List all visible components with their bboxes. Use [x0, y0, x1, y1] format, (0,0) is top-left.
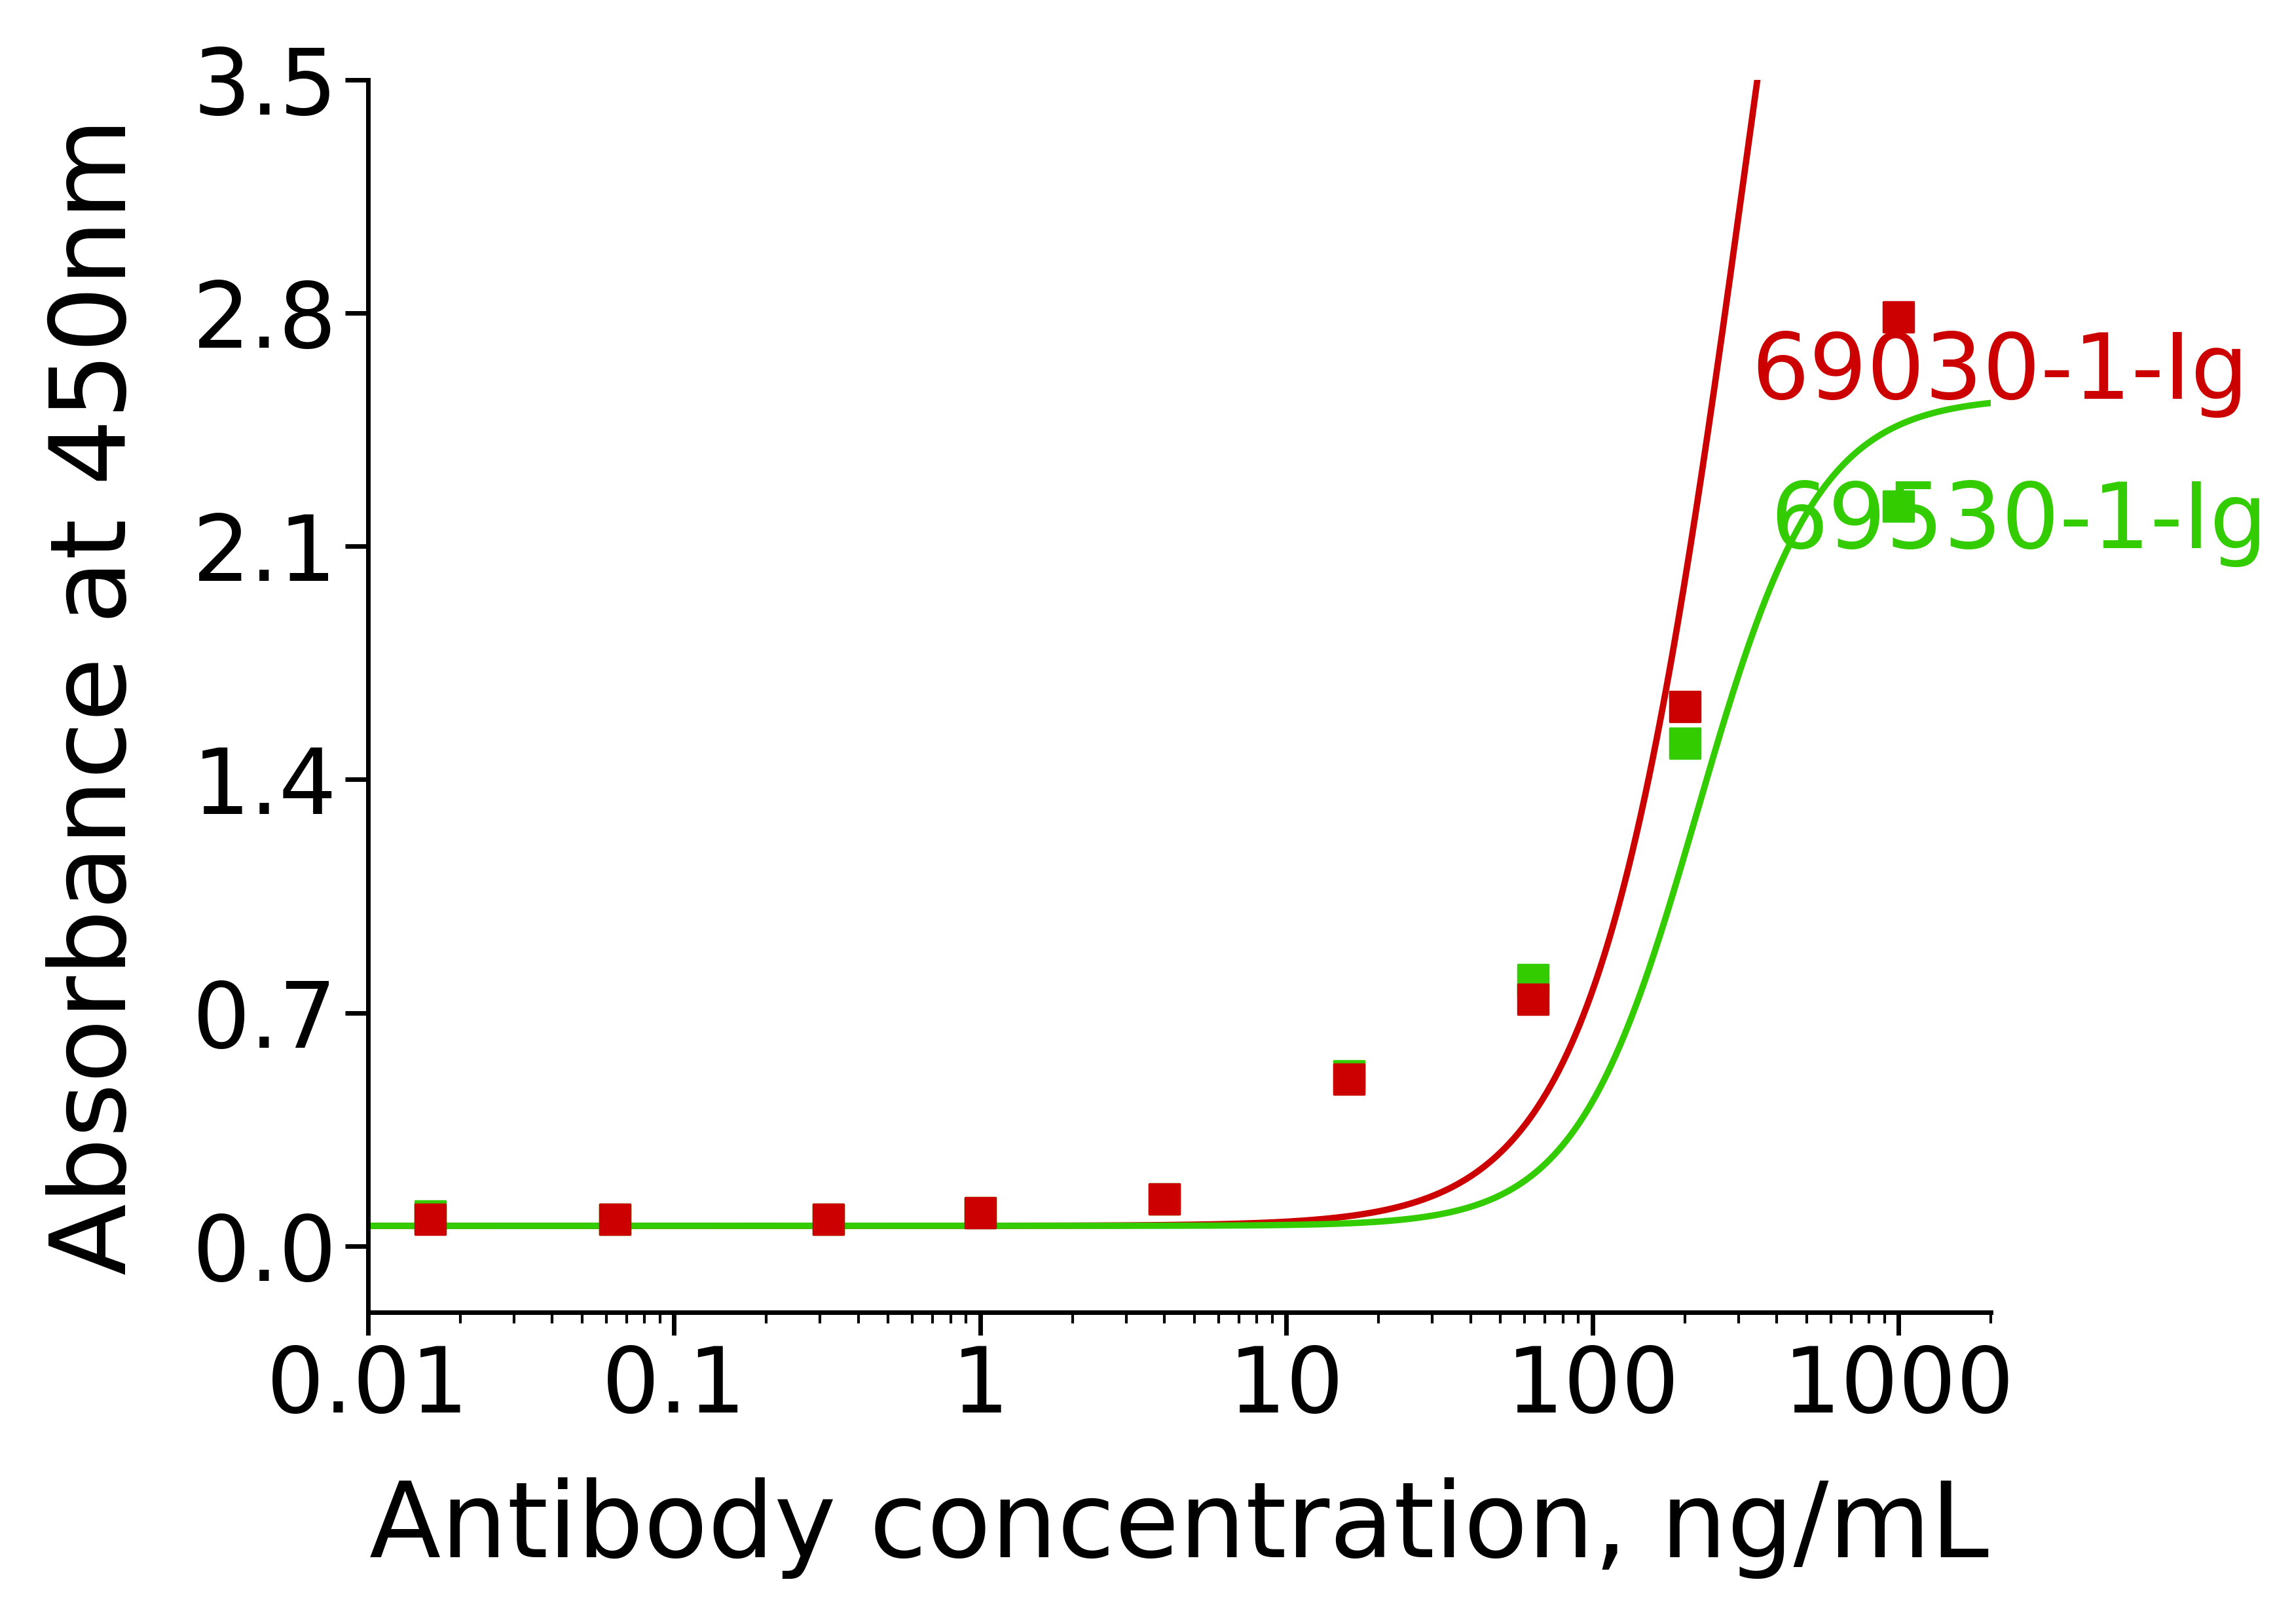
Point	[811, 1207, 848, 1233]
Point	[811, 1207, 848, 1233]
Point	[596, 1207, 633, 1233]
Point	[1515, 986, 1552, 1012]
Point	[413, 1203, 449, 1229]
X-axis label: Antibody concentration, ng/mL: Antibody concentration, ng/mL	[369, 1476, 1989, 1579]
Point	[1666, 729, 1703, 755]
Y-axis label: Absorbance at 450nm: Absorbance at 450nm	[46, 117, 147, 1275]
Point	[413, 1207, 449, 1233]
Text: 69530-1-Ig: 69530-1-Ig	[1769, 479, 2267, 567]
Point	[596, 1207, 633, 1233]
Point	[1879, 494, 1916, 520]
Point	[1515, 966, 1552, 992]
Point	[1332, 1067, 1368, 1093]
Point	[1879, 304, 1916, 330]
Point	[1146, 1186, 1183, 1212]
Text: 69030-1-Ig: 69030-1-Ig	[1751, 330, 2248, 417]
Point	[1146, 1186, 1183, 1212]
Point	[1332, 1064, 1368, 1090]
Point	[1666, 693, 1703, 719]
Point	[963, 1200, 999, 1226]
Point	[963, 1200, 999, 1226]
